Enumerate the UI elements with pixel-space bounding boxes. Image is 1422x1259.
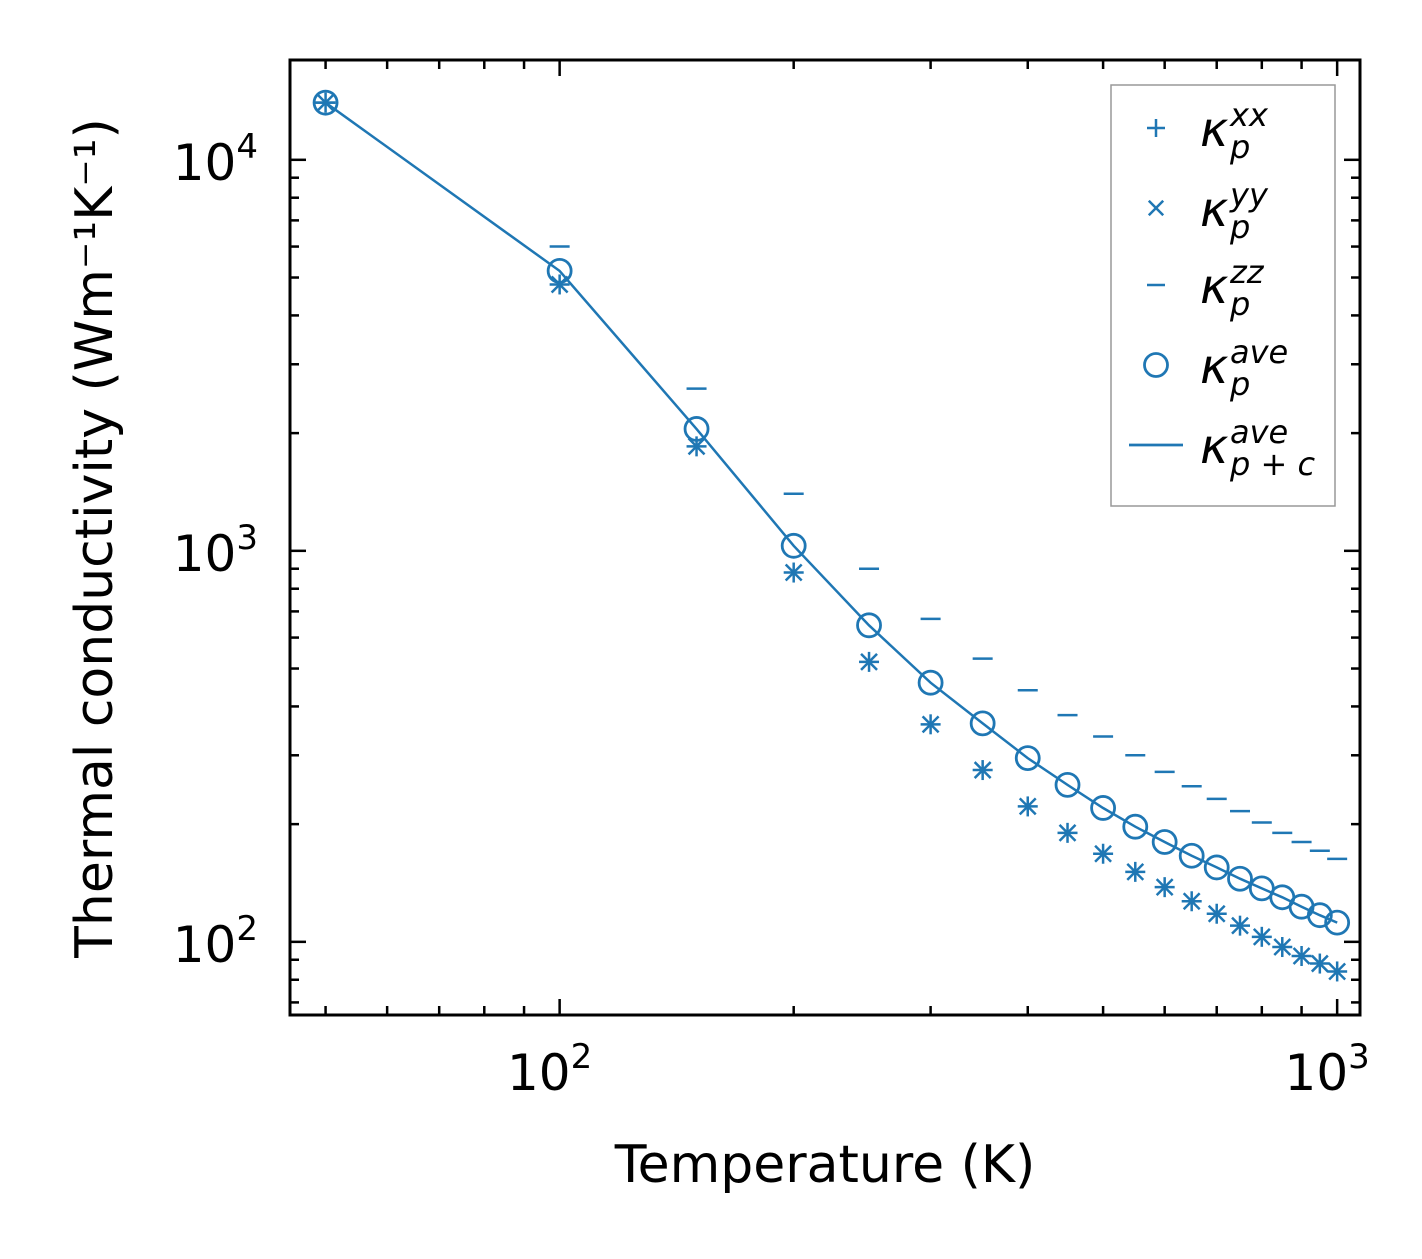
data-point bbox=[546, 257, 573, 284]
legend-label-superscript: yy bbox=[1229, 176, 1269, 214]
legend-label-superscript: zz bbox=[1229, 253, 1265, 291]
x-axis-label: Temperature (K) bbox=[614, 1135, 1036, 1195]
data-point bbox=[917, 669, 944, 696]
legend-label-superscript: xx bbox=[1229, 96, 1269, 134]
x-tick-label: 103 bbox=[1285, 1037, 1370, 1102]
data-point bbox=[1058, 823, 1077, 842]
legend-marker bbox=[1143, 352, 1169, 378]
tick-labels: 102 103 102 103 104 bbox=[173, 127, 1370, 1102]
data-point bbox=[969, 710, 996, 737]
data-point bbox=[1054, 771, 1081, 798]
data-point bbox=[1090, 795, 1116, 821]
data-point bbox=[860, 652, 878, 671]
data-point bbox=[1310, 954, 1329, 973]
legend-label-subscript: p bbox=[1229, 365, 1250, 403]
legend-label-subscript: p bbox=[1229, 128, 1250, 166]
legend-label: κ bbox=[1200, 419, 1229, 475]
data-point bbox=[1324, 909, 1351, 936]
data-point bbox=[1227, 865, 1253, 892]
x-tick-label: 102 bbox=[507, 1037, 592, 1102]
y-tick-label: 102 bbox=[173, 909, 258, 974]
series-kappa_p_yy bbox=[316, 93, 1347, 981]
data-point bbox=[1122, 813, 1149, 840]
data-point bbox=[312, 89, 339, 116]
legend-label: κ bbox=[1200, 259, 1229, 315]
data-point bbox=[1273, 938, 1292, 956]
series-kappa_p_zz bbox=[315, 101, 1348, 861]
data-point bbox=[687, 437, 706, 456]
series-line bbox=[324, 101, 1338, 924]
data-point bbox=[1252, 927, 1271, 946]
data-point bbox=[1231, 916, 1249, 935]
series-kappa_p+c_ave bbox=[324, 101, 1338, 924]
data-point bbox=[1014, 745, 1041, 772]
y-tick-label: 104 bbox=[173, 127, 258, 192]
y-axis-label: Thermal conductivity (Wm⁻¹K⁻¹) bbox=[65, 118, 125, 959]
data-point bbox=[1155, 878, 1174, 897]
data-point bbox=[1306, 902, 1333, 929]
legend-label-superscript: ave bbox=[1230, 333, 1288, 371]
legend-entry: κ xxp bbox=[1147, 96, 1269, 166]
legend-entry: κ zzp bbox=[1147, 253, 1265, 323]
data-point bbox=[856, 612, 882, 639]
legend-marker bbox=[1147, 119, 1165, 137]
data-point bbox=[1094, 844, 1112, 863]
data-point bbox=[1178, 842, 1205, 869]
data-point bbox=[1182, 892, 1201, 911]
legend-label-subscript: p + c bbox=[1229, 445, 1315, 483]
legend-label: κ bbox=[1200, 182, 1229, 238]
data-point bbox=[780, 532, 807, 559]
legend-box bbox=[1110, 84, 1336, 507]
legend-label: κ bbox=[1200, 339, 1229, 395]
data-point bbox=[1203, 854, 1230, 881]
legend-label: κ bbox=[1200, 102, 1229, 158]
data-point bbox=[1328, 962, 1347, 981]
legend-label-subscript: p bbox=[1229, 285, 1250, 323]
plot-frame bbox=[288, 58, 1362, 1017]
data-point bbox=[1151, 829, 1178, 855]
data-point bbox=[1207, 904, 1226, 923]
data-point bbox=[683, 416, 710, 442]
plot-data bbox=[312, 89, 1351, 982]
data-point bbox=[1018, 797, 1037, 816]
legend-marker bbox=[1147, 199, 1165, 217]
series-kappa_p_ave bbox=[312, 89, 1351, 936]
data-point bbox=[973, 761, 992, 779]
y-tick-label: 103 bbox=[173, 518, 258, 583]
data-point bbox=[550, 275, 569, 294]
legend-label-subscript: p bbox=[1229, 208, 1250, 246]
data-point bbox=[921, 715, 940, 734]
legend-entry: κ yyp bbox=[1147, 176, 1269, 246]
data-point bbox=[1126, 862, 1145, 881]
legend-label-superscript: ave bbox=[1230, 413, 1288, 451]
data-point bbox=[1292, 947, 1311, 965]
data-point bbox=[784, 563, 803, 582]
